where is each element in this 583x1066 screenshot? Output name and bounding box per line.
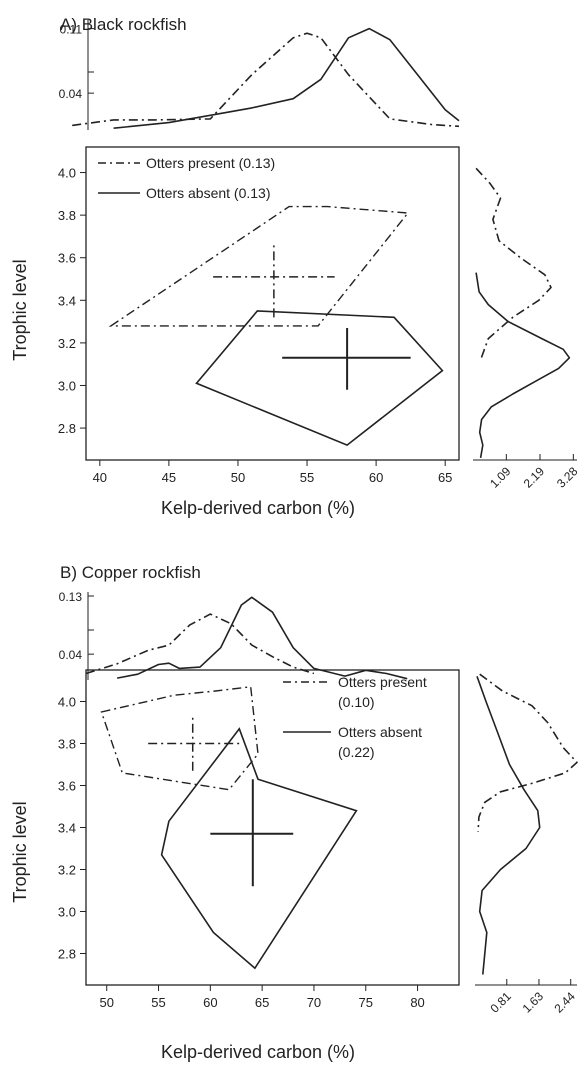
- panel-b-x-tick-label: 50: [99, 995, 113, 1010]
- panel-a: 40 45 50 55 60 65 2.8 3.0 3.2 3.4 3.6 3.8 4.0 Otters …: [58, 20, 581, 491]
- panel-a-y-axis-label: Trophic level: [10, 259, 30, 360]
- panel-a-legend-label: Otters absent (0.13): [146, 185, 271, 201]
- panel-a-y-tick-label: 3.2: [58, 336, 76, 351]
- panel-b-top-density-tick-label: 0.13: [59, 590, 83, 604]
- panel-a-hull-present: [108, 205, 410, 327]
- panel-b-x-tick-label: 70: [307, 995, 321, 1010]
- panel-a-x-tick-label: 50: [231, 470, 245, 485]
- panel-a-right-density-tick-label: 1.09: [487, 464, 514, 491]
- panel-a-x-tick-label: 65: [438, 470, 452, 485]
- panel-a-hull-absent: [195, 310, 444, 447]
- panel-a-x-axis-label: Kelp-derived carbon (%): [161, 498, 355, 518]
- panel-a-x-tick-label: 55: [300, 470, 314, 485]
- panel-a-legend-label: Otters present (0.13): [146, 155, 275, 171]
- panel-b-x-tick-label: 80: [410, 995, 424, 1010]
- panel-b-x-tick-label: 60: [203, 995, 217, 1010]
- panel-b-title: B) Copper rockfish: [60, 563, 201, 582]
- panel-a-y-tick-label: 3.4: [58, 293, 76, 308]
- panel-b-y-tick-label: 3.8: [58, 737, 76, 752]
- panel-a-top-density-tick-label: 0.11: [60, 23, 83, 37]
- panel-b-x-axis-label: Kelp-derived carbon (%): [161, 1042, 355, 1062]
- panel-b-right-density-tick-label: 1.63: [520, 989, 547, 1016]
- panel-b-top-density-present: [85, 613, 315, 675]
- panel-b-y-tick-label: 4.0: [58, 695, 76, 710]
- panel-a-y-tick-label: 3.0: [58, 378, 76, 393]
- panel-b-plot-frame: [85, 669, 460, 986]
- panel-a-right-density-tick-label: 3.28: [554, 464, 581, 491]
- panel-a-top-density-tick-label: 0.04: [59, 87, 83, 101]
- panel-b-legend-label-line2: (0.22): [338, 744, 375, 760]
- panel-a-title: A) Black rockfish: [60, 15, 187, 34]
- panel-a-y-tick-label: 3.8: [58, 208, 76, 223]
- panel-b-y-tick-label: 3.4: [58, 821, 76, 836]
- panel-b-hull-present: [100, 686, 259, 791]
- panel-a-right-density-present: [475, 167, 552, 361]
- panel-b-top-density-tick-label: 0.04: [59, 648, 83, 662]
- panel-a-x-tick-label: 40: [93, 470, 107, 485]
- panel-b-x-tick-label: 65: [255, 995, 269, 1010]
- panel-a-x-tick-label: 45: [162, 470, 176, 485]
- panel-b-legend-label-line2: (0.10): [338, 694, 375, 710]
- panel-b-right-density-tick-label: 2.44: [551, 989, 578, 1016]
- panel-b-y-tick-label: 2.8: [58, 947, 76, 962]
- panel-a-plot-frame: [85, 146, 460, 461]
- panel-a-right-density-absent: [475, 272, 571, 459]
- panel-a-y-tick-label: 2.8: [58, 421, 76, 436]
- panel-a-y-tick-label: 3.6: [58, 251, 76, 266]
- panel-a-right-density-tick-label: 2.19: [521, 464, 548, 491]
- panel-b-right-density-absent: [476, 676, 541, 975]
- panel-b-y-axis-label: Trophic level: [10, 801, 30, 902]
- panel-a-top-density-present: [72, 32, 460, 128]
- panel-b-legend-label: Otters absent: [338, 724, 422, 740]
- panel-b-right-density-tick-label: 0.81: [487, 989, 514, 1016]
- panel-b-hull-absent: [160, 727, 358, 970]
- panel-b-y-tick-label: 3.0: [58, 905, 76, 920]
- panel-b-x-tick-label: 55: [151, 995, 165, 1010]
- panel-b-right-density-present: [477, 673, 578, 832]
- panel-b-y-tick-label: 3.6: [58, 779, 76, 794]
- panel-b: 50 55 60 65 70 75 80 2.8 3.0 3.2 3.4 3.6 3.8 4.0 Otter…: [58, 590, 578, 1016]
- panel-a-y-tick-label: 4.0: [58, 166, 76, 181]
- panel-b-legend-label: Otters present: [338, 674, 427, 690]
- panel-b-top-density-absent: [116, 596, 408, 680]
- panel-a-top-density-absent: [113, 27, 460, 129]
- panel-b-y-tick-label: 3.2: [58, 863, 76, 878]
- panel-b-x-tick-label: 75: [359, 995, 373, 1010]
- panel-a-x-tick-label: 60: [369, 470, 383, 485]
